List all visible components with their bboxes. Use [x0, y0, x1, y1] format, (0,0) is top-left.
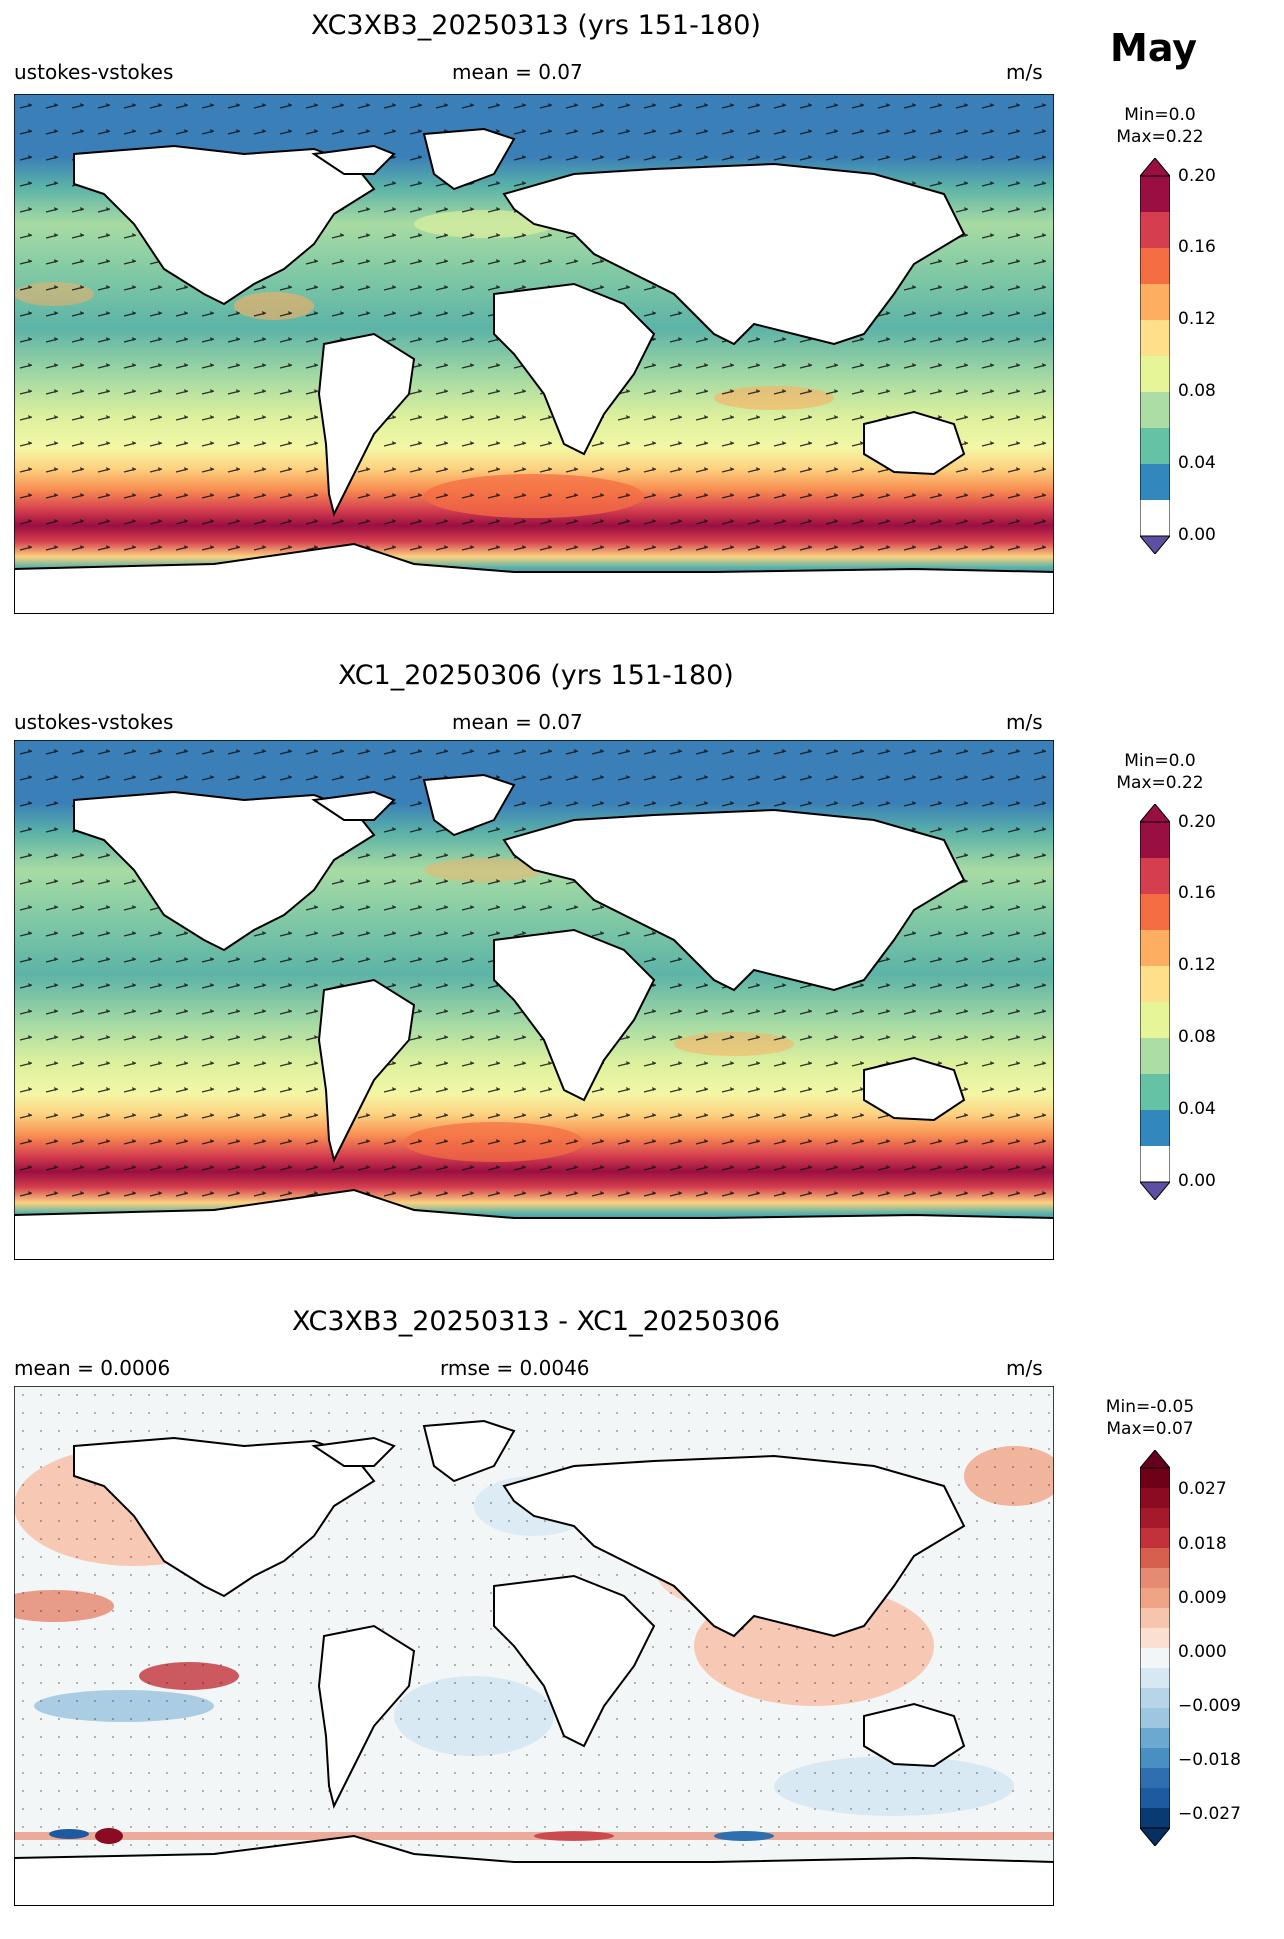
panel-1-tick-4: 0.04 [1178, 453, 1216, 473]
panel-2-left-label: ustokes-vstokes [14, 710, 174, 734]
panel-1-colorbar [1140, 158, 1170, 554]
panel-3-title: XC3XB3_20250313 - XC1_20250306 [291, 1306, 781, 1337]
panel-1-tick-2: 0.12 [1178, 309, 1216, 329]
panel-1-right-label: m/s [1006, 60, 1043, 84]
month-label: May [1110, 26, 1198, 70]
panel-3-tick-1: 0.018 [1178, 1534, 1227, 1554]
panel-1-min-label: Min=0.0 [1124, 105, 1196, 125]
panel-1-tick-0: 0.20 [1178, 166, 1216, 186]
panel-2-center-label: mean = 0.07 [452, 710, 583, 734]
panel-1-left-label: ustokes-vstokes [14, 60, 174, 84]
panel-2-tick-5: 0.00 [1178, 1171, 1216, 1191]
panel-3-tick-2: 0.009 [1178, 1588, 1227, 1608]
panel-3-max-label: Max=0.07 [1106, 1419, 1194, 1439]
panel-2-colorbar-range: Min=0.0 Max=0.22 [1090, 750, 1230, 794]
panel-3-colorbar-range: Min=-0.05 Max=0.07 [1080, 1396, 1220, 1440]
panel-1-tick-5: 0.00 [1178, 525, 1216, 545]
panel-3-tick-0: 0.027 [1178, 1479, 1227, 1499]
panel-3-center-label: rmse = 0.0046 [440, 1356, 590, 1380]
panel-3-colorbar [1140, 1450, 1170, 1846]
panel-1-colorbar-range: Min=0.0 Max=0.22 [1090, 104, 1230, 148]
panel-2-colorbar [1140, 804, 1170, 1200]
panel-1-max-label: Max=0.22 [1116, 127, 1204, 147]
panel-2-tick-2: 0.12 [1178, 955, 1216, 975]
panel-2-max-label: Max=0.22 [1116, 773, 1204, 793]
panel-2-tick-0: 0.20 [1178, 812, 1216, 832]
panel-2-tick-3: 0.08 [1178, 1027, 1216, 1047]
panel-3-left-label: mean = 0.0006 [14, 1356, 171, 1380]
panel-1-tick-1: 0.16 [1178, 237, 1216, 257]
panel-3-right-label: m/s [1006, 1356, 1043, 1380]
panel-2-map [14, 740, 1054, 1260]
panel-3-tick-6: −0.027 [1178, 1804, 1241, 1824]
panel-3-min-label: Min=-0.05 [1105, 1397, 1195, 1417]
panel-3-tick-4: −0.009 [1178, 1696, 1241, 1716]
panel-2-tick-4: 0.04 [1178, 1099, 1216, 1119]
panel-3-tick-3: 0.000 [1178, 1642, 1227, 1662]
panel-1-map [14, 94, 1054, 614]
panel-1-center-label: mean = 0.07 [452, 60, 583, 84]
panel-2-tick-1: 0.16 [1178, 883, 1216, 903]
panel-2-title: XC1_20250306 (yrs 151-180) [338, 660, 734, 691]
panel-2-min-label: Min=0.0 [1124, 751, 1196, 771]
panel-1-tick-3: 0.08 [1178, 381, 1216, 401]
panel-1-title: XC3XB3_20250313 (yrs 151-180) [311, 10, 761, 41]
panel-3-map [14, 1386, 1054, 1906]
panel-3-tick-5: −0.018 [1178, 1750, 1241, 1770]
panel-2-right-label: m/s [1006, 710, 1043, 734]
